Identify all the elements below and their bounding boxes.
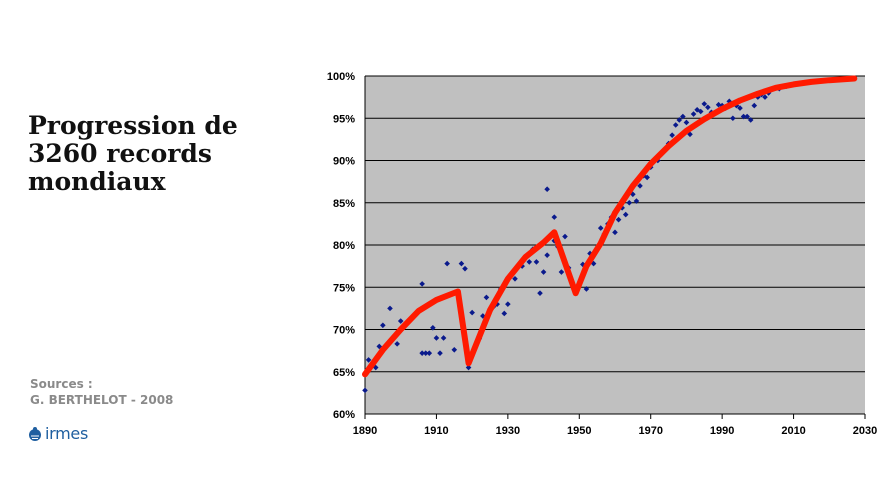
data-point xyxy=(644,174,650,181)
data-point xyxy=(437,350,443,356)
fit-curve xyxy=(362,75,858,378)
data-point xyxy=(633,198,640,204)
data-point xyxy=(762,94,768,100)
x-tick-label: 2030 xyxy=(853,425,877,437)
data-point xyxy=(612,229,618,236)
data-point xyxy=(551,214,558,220)
data-point xyxy=(697,108,704,115)
logo-mark-icon xyxy=(29,426,41,441)
data-point xyxy=(451,346,458,353)
data-point xyxy=(690,111,697,117)
data-point xyxy=(387,305,393,312)
data-point xyxy=(630,191,636,198)
x-tick-label: 1950 xyxy=(567,425,591,437)
data-point xyxy=(469,309,475,316)
irmes-logo: irmes xyxy=(28,424,88,443)
y-tick-label: 80% xyxy=(333,240,355,252)
data-point xyxy=(433,335,440,341)
data-point xyxy=(622,211,629,218)
data-point xyxy=(637,183,643,189)
y-tick-label: 60% xyxy=(333,409,355,421)
data-point xyxy=(419,281,425,287)
data-point xyxy=(526,259,533,265)
chart: 60% 65% 70% 75% 80% 85% 90% 95% 100% 1890 1910 1930… xyxy=(327,71,877,437)
data-point xyxy=(540,269,547,275)
data-point xyxy=(394,341,400,347)
data-point xyxy=(533,259,540,265)
title-line-2: 3260 records xyxy=(28,139,212,168)
data-point xyxy=(597,225,604,231)
data-point xyxy=(701,101,708,107)
data-point xyxy=(626,199,633,206)
x-tick-label: 1930 xyxy=(496,425,520,437)
sources-block: Sources : G. BERTHELOT - 2008 xyxy=(30,376,173,408)
data-point xyxy=(458,260,465,267)
y-tick-label: 90% xyxy=(333,156,355,168)
data-point xyxy=(751,102,758,109)
data-point xyxy=(615,216,622,223)
data-point xyxy=(440,335,447,341)
data-point xyxy=(740,113,747,120)
y-tick-label: 70% xyxy=(333,325,355,337)
data-point xyxy=(462,265,468,272)
sources-label: Sources : xyxy=(30,377,93,391)
x-tick-label: 1970 xyxy=(638,425,662,437)
data-point xyxy=(426,350,433,356)
data-point xyxy=(676,117,683,123)
data-point xyxy=(483,294,490,301)
y-tick-label: 100% xyxy=(327,71,355,83)
data-point xyxy=(419,350,425,356)
data-point xyxy=(558,269,565,275)
data-point xyxy=(669,132,675,138)
logo-text: irmes xyxy=(45,424,89,443)
data-point xyxy=(672,122,679,128)
data-point xyxy=(544,186,550,193)
data-point xyxy=(730,115,736,122)
data-point xyxy=(380,322,386,329)
data-point xyxy=(744,113,750,120)
data-point xyxy=(737,105,743,111)
title-line-3: mondiaux xyxy=(28,167,166,196)
x-tick-label: 1910 xyxy=(424,425,448,437)
data-point xyxy=(562,233,568,240)
x-tick-label: 2010 xyxy=(781,425,805,437)
data-point xyxy=(747,117,754,123)
x-tick-label: 1990 xyxy=(710,425,734,437)
data-point xyxy=(494,301,500,307)
data-point xyxy=(501,310,508,317)
data-point xyxy=(587,250,593,257)
data-point xyxy=(694,107,700,113)
y-tick-label: 85% xyxy=(333,198,355,210)
data-point xyxy=(362,387,368,394)
y-tick-label: 75% xyxy=(333,282,355,294)
y-tick-label: 65% xyxy=(333,367,355,379)
data-point xyxy=(705,104,711,111)
data-point xyxy=(430,325,436,331)
data-point xyxy=(583,286,590,292)
data-point xyxy=(444,260,450,267)
data-point xyxy=(465,364,472,371)
x-tick-label: 1890 xyxy=(353,425,377,437)
data-point xyxy=(680,113,686,120)
data-point xyxy=(544,252,550,258)
sources-author: G. BERTHELOT - 2008 xyxy=(30,393,174,407)
data-point xyxy=(683,119,690,126)
data-point xyxy=(505,301,511,307)
page-title: Progression de 3260 records mondiaux xyxy=(28,112,288,196)
data-point xyxy=(480,313,486,319)
title-line-1: Progression de xyxy=(28,111,238,140)
y-tick-label: 95% xyxy=(333,113,355,125)
